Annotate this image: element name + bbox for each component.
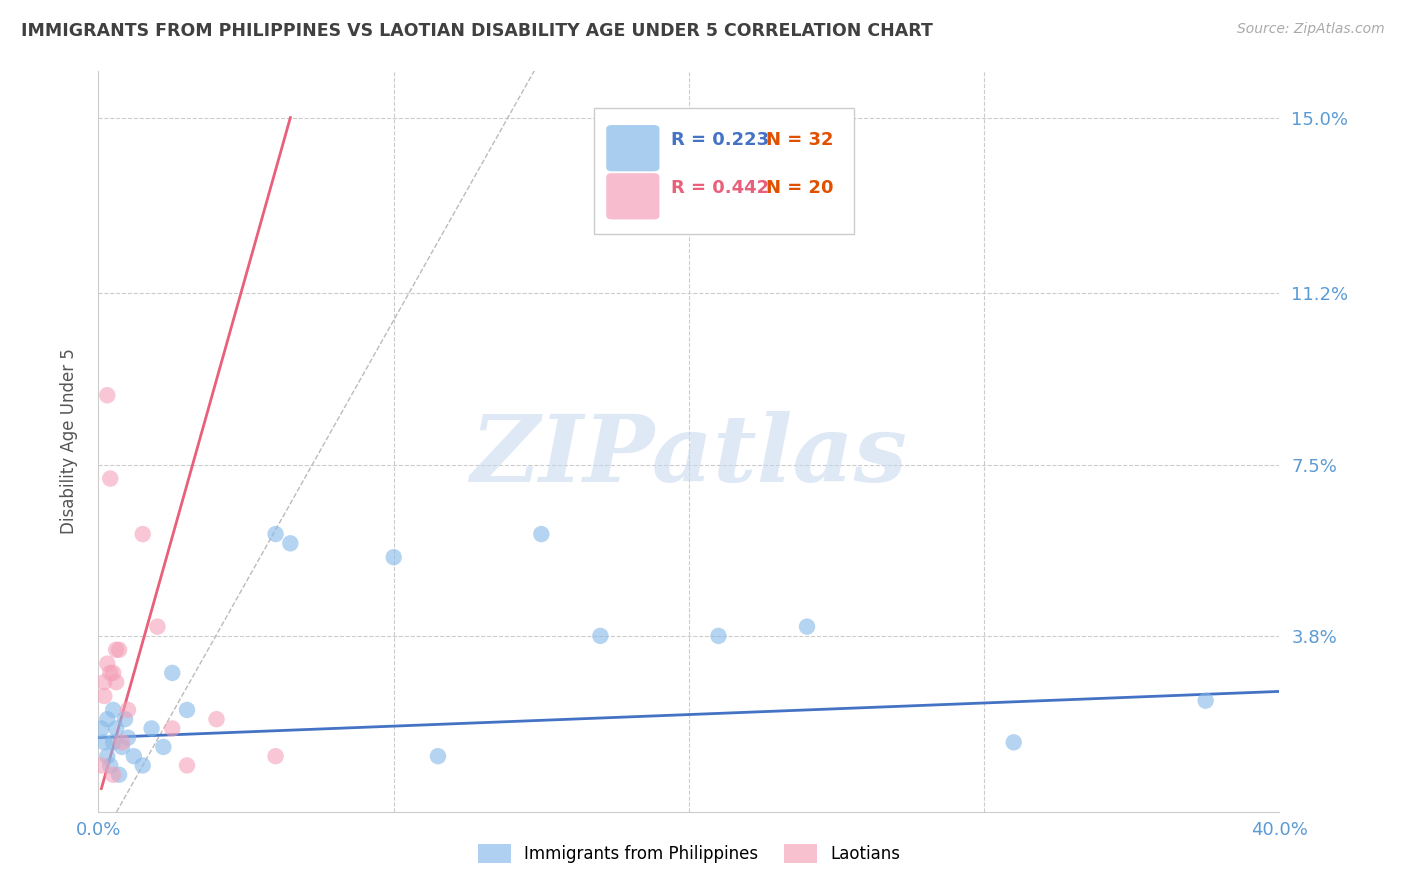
Text: Source: ZipAtlas.com: Source: ZipAtlas.com [1237, 22, 1385, 37]
Point [98, 472, 121, 486]
Point [114, 712, 136, 726]
Point [96, 749, 118, 764]
Text: ZIPatlas: ZIPatlas [471, 411, 907, 501]
Point [141, 722, 163, 736]
Point [1002, 735, 1025, 749]
Y-axis label: Disability Age Under 5: Disability Age Under 5 [59, 349, 77, 534]
Point [122, 749, 145, 764]
Point [530, 527, 553, 541]
Point [146, 619, 169, 633]
Point [103, 665, 125, 680]
Point [103, 767, 125, 781]
Point [132, 527, 155, 541]
FancyBboxPatch shape [595, 108, 855, 235]
Point [707, 629, 730, 643]
Point [111, 739, 134, 754]
Point [98, 665, 121, 680]
Text: N = 32: N = 32 [766, 131, 834, 149]
Point [96, 388, 118, 402]
Point [108, 767, 131, 781]
Text: R = 0.223: R = 0.223 [671, 131, 769, 149]
Point [152, 739, 174, 754]
Text: N = 20: N = 20 [766, 179, 834, 197]
Point [176, 703, 198, 717]
Text: R = 0.442: R = 0.442 [671, 179, 769, 197]
Point [108, 642, 131, 657]
Point [105, 722, 128, 736]
Point [103, 703, 125, 717]
Point [90, 758, 112, 772]
Point [96, 712, 118, 726]
Point [96, 657, 118, 671]
FancyBboxPatch shape [606, 173, 659, 219]
Point [132, 758, 155, 772]
Point [111, 735, 134, 749]
Point [264, 749, 287, 764]
Text: IMMIGRANTS FROM PHILIPPINES VS LAOTIAN DISABILITY AGE UNDER 5 CORRELATION CHART: IMMIGRANTS FROM PHILIPPINES VS LAOTIAN D… [21, 22, 934, 40]
Point [589, 629, 612, 643]
Point [264, 527, 287, 541]
Point [427, 749, 450, 764]
Point [796, 619, 818, 633]
Point [105, 642, 128, 657]
Point [1195, 694, 1218, 708]
Point [93, 675, 115, 690]
Point [162, 722, 183, 736]
Point [98, 758, 121, 772]
Point [103, 735, 125, 749]
FancyBboxPatch shape [606, 125, 659, 171]
Point [90, 722, 112, 736]
Point [117, 731, 139, 745]
Point [93, 735, 115, 749]
Point [280, 536, 302, 550]
Point [162, 665, 183, 680]
Legend: Immigrants from Philippines, Laotians: Immigrants from Philippines, Laotians [471, 838, 907, 870]
Point [205, 712, 228, 726]
Point [93, 689, 115, 703]
Point [176, 758, 198, 772]
Point [382, 550, 405, 565]
Point [117, 703, 139, 717]
Point [105, 675, 128, 690]
